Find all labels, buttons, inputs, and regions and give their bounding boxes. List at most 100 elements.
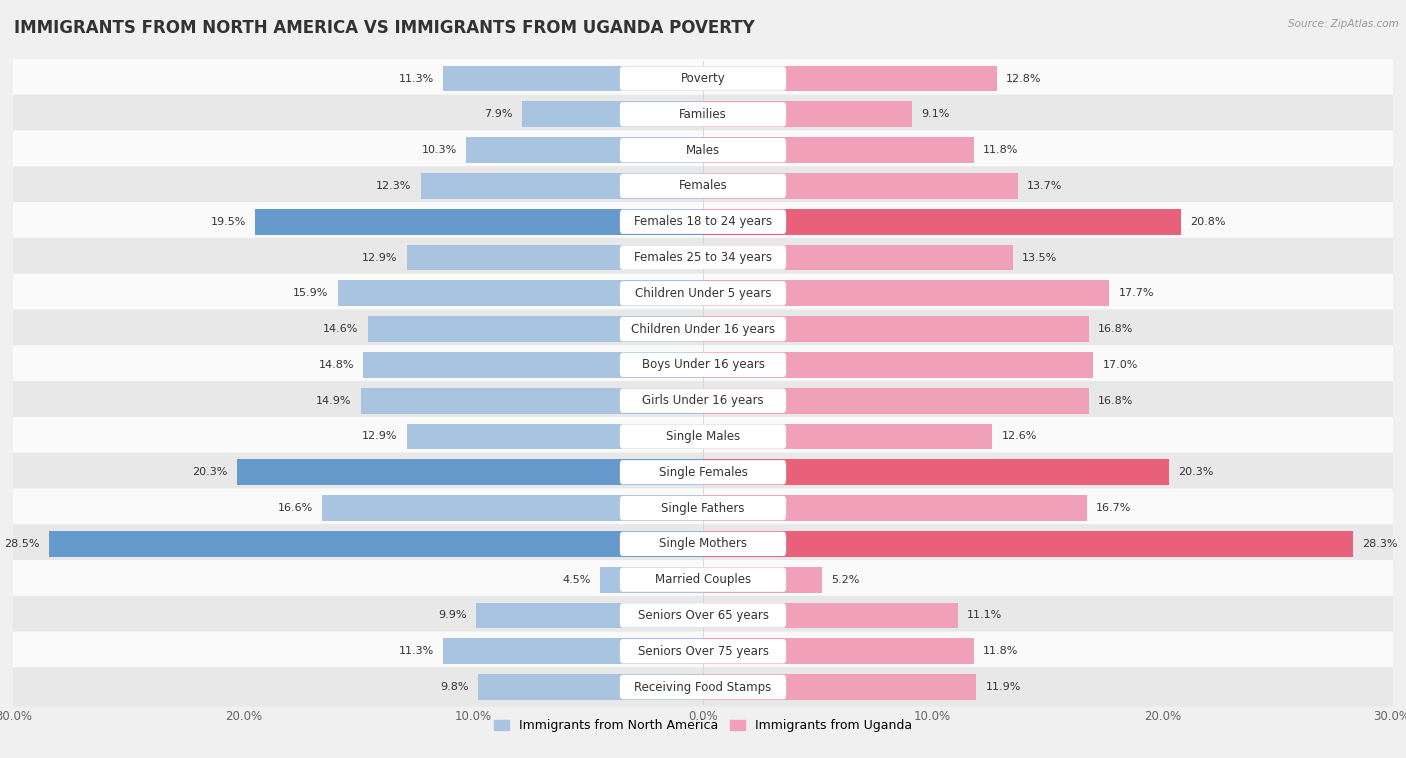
Bar <box>703 495 1087 521</box>
FancyBboxPatch shape <box>13 309 1393 349</box>
FancyBboxPatch shape <box>13 417 1393 456</box>
Bar <box>703 280 1109 306</box>
Text: Females 25 to 34 years: Females 25 to 34 years <box>634 251 772 264</box>
FancyBboxPatch shape <box>13 95 1393 134</box>
Bar <box>478 674 703 700</box>
Bar <box>703 245 1012 271</box>
Text: 7.9%: 7.9% <box>484 109 512 119</box>
FancyBboxPatch shape <box>620 138 786 162</box>
Text: Source: ZipAtlas.com: Source: ZipAtlas.com <box>1288 19 1399 29</box>
Text: Females 18 to 24 years: Females 18 to 24 years <box>634 215 772 228</box>
Text: Seniors Over 75 years: Seniors Over 75 years <box>637 645 769 658</box>
Text: 28.5%: 28.5% <box>4 539 39 549</box>
Bar <box>48 531 703 556</box>
Text: 11.9%: 11.9% <box>986 682 1021 692</box>
FancyBboxPatch shape <box>620 352 786 377</box>
Text: 12.6%: 12.6% <box>1001 431 1036 441</box>
FancyBboxPatch shape <box>620 568 786 592</box>
Text: 20.3%: 20.3% <box>1178 467 1213 478</box>
FancyBboxPatch shape <box>620 496 786 520</box>
FancyBboxPatch shape <box>620 67 786 91</box>
FancyBboxPatch shape <box>620 209 786 234</box>
FancyBboxPatch shape <box>620 174 786 198</box>
FancyBboxPatch shape <box>13 381 1393 421</box>
Bar <box>475 603 703 628</box>
FancyBboxPatch shape <box>620 639 786 663</box>
Bar <box>703 424 993 449</box>
Text: 16.7%: 16.7% <box>1095 503 1130 513</box>
Text: Single Fathers: Single Fathers <box>661 502 745 515</box>
Text: 16.8%: 16.8% <box>1098 396 1133 406</box>
Text: 9.1%: 9.1% <box>921 109 949 119</box>
Text: 14.8%: 14.8% <box>318 360 354 370</box>
FancyBboxPatch shape <box>620 603 786 628</box>
Text: 9.9%: 9.9% <box>437 610 467 621</box>
Bar <box>703 567 823 593</box>
Text: 20.8%: 20.8% <box>1189 217 1226 227</box>
Text: Females: Females <box>679 180 727 193</box>
Bar <box>406 245 703 271</box>
Bar <box>703 603 957 628</box>
Bar <box>703 316 1088 342</box>
Text: Married Couples: Married Couples <box>655 573 751 586</box>
Text: IMMIGRANTS FROM NORTH AMERICA VS IMMIGRANTS FROM UGANDA POVERTY: IMMIGRANTS FROM NORTH AMERICA VS IMMIGRA… <box>14 19 755 37</box>
Text: 4.5%: 4.5% <box>562 575 591 584</box>
Text: 14.6%: 14.6% <box>323 324 359 334</box>
FancyBboxPatch shape <box>620 281 786 305</box>
Bar <box>599 567 703 593</box>
FancyBboxPatch shape <box>13 631 1393 671</box>
FancyBboxPatch shape <box>13 560 1393 600</box>
FancyBboxPatch shape <box>13 667 1393 706</box>
Text: 19.5%: 19.5% <box>211 217 246 227</box>
Bar <box>443 66 703 92</box>
Text: 11.8%: 11.8% <box>983 647 1018 656</box>
Bar <box>420 173 703 199</box>
Text: Seniors Over 65 years: Seniors Over 65 years <box>637 609 769 622</box>
Bar <box>703 66 997 92</box>
FancyBboxPatch shape <box>620 246 786 270</box>
Text: 15.9%: 15.9% <box>294 288 329 299</box>
Text: 12.8%: 12.8% <box>1007 74 1042 83</box>
FancyBboxPatch shape <box>13 596 1393 635</box>
Text: 13.7%: 13.7% <box>1026 181 1062 191</box>
Bar <box>703 638 974 664</box>
Bar <box>522 102 703 127</box>
Bar <box>467 137 703 163</box>
Text: Poverty: Poverty <box>681 72 725 85</box>
FancyBboxPatch shape <box>620 389 786 413</box>
FancyBboxPatch shape <box>620 531 786 556</box>
Text: Families: Families <box>679 108 727 121</box>
Text: 17.7%: 17.7% <box>1119 288 1154 299</box>
Text: 17.0%: 17.0% <box>1102 360 1137 370</box>
Text: 28.3%: 28.3% <box>1362 539 1398 549</box>
Bar <box>703 531 1353 556</box>
Text: 12.9%: 12.9% <box>363 252 398 262</box>
Bar <box>256 208 703 235</box>
Text: 12.9%: 12.9% <box>363 431 398 441</box>
Bar <box>703 674 976 700</box>
Text: Single Females: Single Females <box>658 465 748 479</box>
FancyBboxPatch shape <box>13 238 1393 277</box>
Text: Single Mothers: Single Mothers <box>659 537 747 550</box>
FancyBboxPatch shape <box>13 166 1393 205</box>
FancyBboxPatch shape <box>620 460 786 484</box>
Text: 11.3%: 11.3% <box>399 74 434 83</box>
Text: 11.1%: 11.1% <box>967 610 1002 621</box>
Bar <box>368 316 703 342</box>
FancyBboxPatch shape <box>13 488 1393 528</box>
Text: 11.8%: 11.8% <box>983 145 1018 155</box>
Text: 5.2%: 5.2% <box>831 575 860 584</box>
Text: 16.8%: 16.8% <box>1098 324 1133 334</box>
Bar <box>363 352 703 377</box>
FancyBboxPatch shape <box>620 102 786 127</box>
FancyBboxPatch shape <box>13 345 1393 384</box>
Bar <box>361 388 703 414</box>
Bar <box>703 137 974 163</box>
Bar <box>236 459 703 485</box>
Text: Males: Males <box>686 143 720 157</box>
FancyBboxPatch shape <box>13 59 1393 99</box>
Text: 14.9%: 14.9% <box>316 396 352 406</box>
FancyBboxPatch shape <box>620 424 786 449</box>
Text: 9.8%: 9.8% <box>440 682 468 692</box>
Bar <box>337 280 703 306</box>
